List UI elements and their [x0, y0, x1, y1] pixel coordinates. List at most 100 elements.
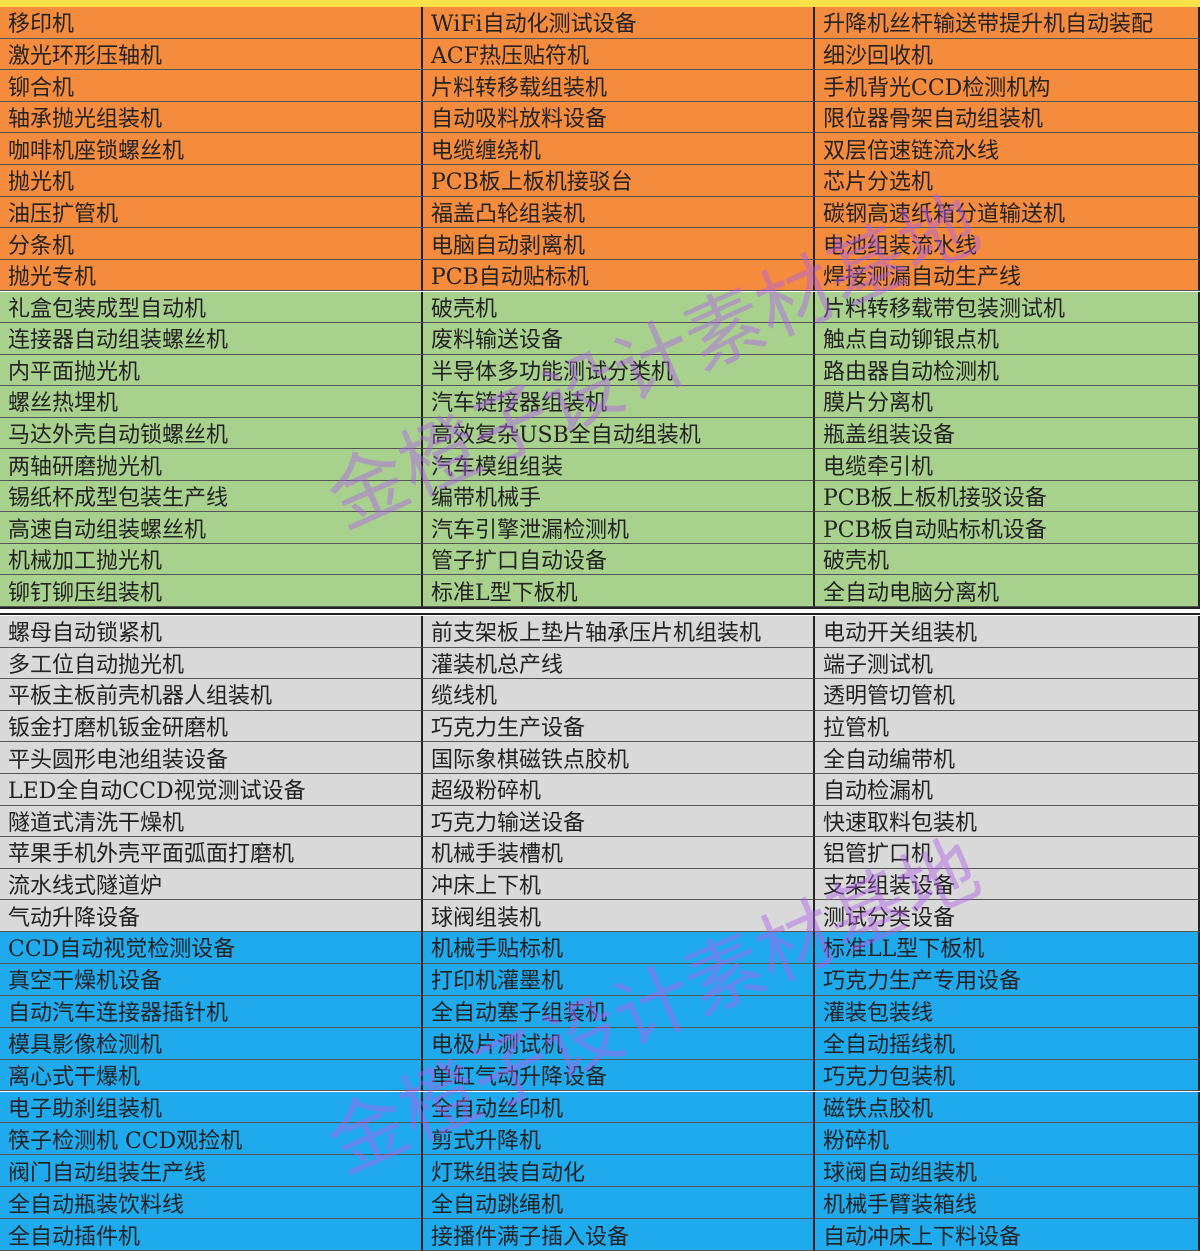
- table-cell: 铝管扩口机: [815, 837, 1200, 869]
- table-cell: 灌装包装线: [815, 995, 1200, 1028]
- table-cell: 电缆牵引机: [815, 449, 1200, 481]
- table-cell: 高效复杂USB全自动组装机: [423, 417, 815, 450]
- table-cell: 苹果手机外壳平面弧面打磨机: [0, 837, 423, 869]
- table-cell: 前支架板上垫片轴承压片机组装机: [423, 616, 815, 648]
- table-cell: 模具影像检测机: [0, 1027, 423, 1060]
- table-cell: 碳钢高速纸箱分道输送机: [815, 196, 1200, 229]
- table-cell: 自动吸料放料设备: [423, 101, 815, 134]
- table-cell: 触点自动铆银点机: [815, 323, 1200, 355]
- table-cell: 球阀组装机: [423, 900, 815, 932]
- table-cell: ACF热压贴符机: [423, 38, 815, 71]
- table-cell: 编带机械手: [423, 480, 815, 513]
- table-cell: 双层倍速链流水线: [815, 133, 1200, 166]
- table-cell: 片料转移载带包装测试机: [815, 291, 1200, 324]
- table-cell: 路由器自动检测机: [815, 354, 1200, 387]
- table-cell: PCB板自动贴标机设备: [815, 512, 1200, 544]
- table-cell: 马达外壳自动锁螺丝机: [0, 417, 423, 450]
- table-cell: 螺丝热埋机: [0, 386, 423, 418]
- table-cell: 支架组装设备: [815, 868, 1200, 901]
- table-cell: 磁铁点胶机: [815, 1091, 1200, 1124]
- table-cell: 礼盒包装成型自动机: [0, 291, 423, 324]
- table-cell: 机械手贴标机: [423, 932, 815, 964]
- table-cell: 平头圆形电池组装设备: [0, 742, 423, 774]
- table-cell: 快速取料包装机: [815, 805, 1200, 838]
- table-cell: 全自动跳绳机: [423, 1187, 815, 1220]
- table-cell: 流水线式隧道炉: [0, 868, 423, 901]
- table-cell: 缆线机: [423, 679, 815, 711]
- table-cell: PCB板上板机接驳台: [423, 165, 815, 197]
- table-cell: 离心式干爆机: [0, 1059, 423, 1092]
- table-cell: 打印机灌墨机: [423, 963, 815, 996]
- table-cell: 内平面抛光机: [0, 354, 423, 387]
- table-cell: 电缆缠绕机: [423, 133, 815, 166]
- table-cell: 气动升降设备: [0, 900, 423, 932]
- table-cell: 汽车模组组装: [423, 449, 815, 481]
- table-cell: 片料转移载组装机: [423, 70, 815, 102]
- table-cell: 机械手臂装箱线: [815, 1187, 1200, 1220]
- table-cell: 自动检漏机: [815, 774, 1200, 806]
- table-cell: 限位器骨架自动组装机: [815, 101, 1200, 134]
- table-cell: 冲床上下机: [423, 868, 815, 901]
- table-cell: 破壳机: [423, 291, 815, 324]
- table-cell: 粉碎机: [815, 1123, 1200, 1156]
- table-cell: 巧克力生产专用设备: [815, 963, 1200, 996]
- table-cell: 超级粉碎机: [423, 774, 815, 806]
- table-cell: LED全自动CCD视觉测试设备: [0, 774, 423, 806]
- table-cell: 管子扩口自动设备: [423, 543, 815, 576]
- table-cell: 多工位自动抛光机: [0, 647, 423, 680]
- table-cell: 筷子检测机 CCD观捡机: [0, 1123, 423, 1156]
- table-cell: 全自动插件机: [0, 1219, 423, 1251]
- table-cell: 油压扩管机: [0, 196, 423, 229]
- table-cell: 球阀自动组装机: [815, 1155, 1200, 1188]
- table-cell: 抛光机: [0, 165, 423, 197]
- table-cell: PCB自动贴标机: [423, 259, 815, 292]
- table-cell: 透明管切管机: [815, 679, 1200, 711]
- table-cell: 巧克力包装机: [815, 1059, 1200, 1092]
- table-cell: 端子测试机: [815, 647, 1200, 680]
- table-cell: 螺母自动锁紧机: [0, 616, 423, 648]
- table-cell: 汽车引擎泄漏检测机: [423, 512, 815, 544]
- table-cell: 平板主板前壳机器人组装机: [0, 679, 423, 711]
- table-cell: 电脑自动剥离机: [423, 228, 815, 260]
- table-cell: 全自动瓶装饮料线: [0, 1187, 423, 1220]
- table-cell: 手机背光CCD检测机构: [815, 70, 1200, 102]
- table-cell: 瓶盖组装设备: [815, 417, 1200, 450]
- section-gap: [0, 607, 1200, 615]
- table-cell: 机械加工抛光机: [0, 543, 423, 576]
- table-cell: 焊接测漏自动生产线: [815, 259, 1200, 292]
- table-cell: 巧克力输送设备: [423, 805, 815, 838]
- table-cell: 芯片分选机: [815, 165, 1200, 197]
- table-cell: 拉管机: [815, 710, 1200, 743]
- table-cell: WiFi自动化测试设备: [423, 7, 815, 39]
- table-cell: 机械手装槽机: [423, 837, 815, 869]
- table-cell: 全自动编带机: [815, 742, 1200, 774]
- table-cell: 灌装机总产线: [423, 647, 815, 680]
- table-cell: 全自动电脑分离机: [815, 575, 1200, 607]
- table-cell: 剪式升降机: [423, 1123, 815, 1156]
- table-cell: 废料输送设备: [423, 323, 815, 355]
- table-cell: 电动开关组装机: [815, 616, 1200, 648]
- table-cell: 全自动丝印机: [423, 1091, 815, 1124]
- table-cell: 标准LL型下板机: [815, 932, 1200, 964]
- table-cell: 电子助刹组装机: [0, 1091, 423, 1124]
- table-cell: 咖啡机座锁螺丝机: [0, 133, 423, 166]
- table-cell: CCD自动视觉检测设备: [0, 932, 423, 964]
- table-cell: 汽车链接器组装机: [423, 386, 815, 418]
- table-cell: 全自动塞子组装机: [423, 995, 815, 1028]
- table-cell: 国际象棋磁铁点胶机: [423, 742, 815, 774]
- table-cell: 连接器自动组装螺丝机: [0, 323, 423, 355]
- table-cell: 抛光专机: [0, 259, 423, 292]
- table-cell: 两轴研磨抛光机: [0, 449, 423, 481]
- table-cell: 破壳机: [815, 543, 1200, 576]
- table-cell: 高速自动组装螺丝机: [0, 512, 423, 544]
- table-cell: 钣金打磨机钣金研磨机: [0, 710, 423, 743]
- table-cell: 自动汽车连接器插针机: [0, 995, 423, 1028]
- table-cell: 细沙回收机: [815, 38, 1200, 71]
- table-cell: 全自动摇线机: [815, 1027, 1200, 1060]
- table-cell: 激光环形压轴机: [0, 38, 423, 71]
- table-cell: 分条机: [0, 228, 423, 260]
- table-cell: 自动冲床上下料设备: [815, 1219, 1200, 1251]
- table-cell: 单缸气动升降设备: [423, 1059, 815, 1092]
- table-cell: 铆钉铆压组装机: [0, 575, 423, 607]
